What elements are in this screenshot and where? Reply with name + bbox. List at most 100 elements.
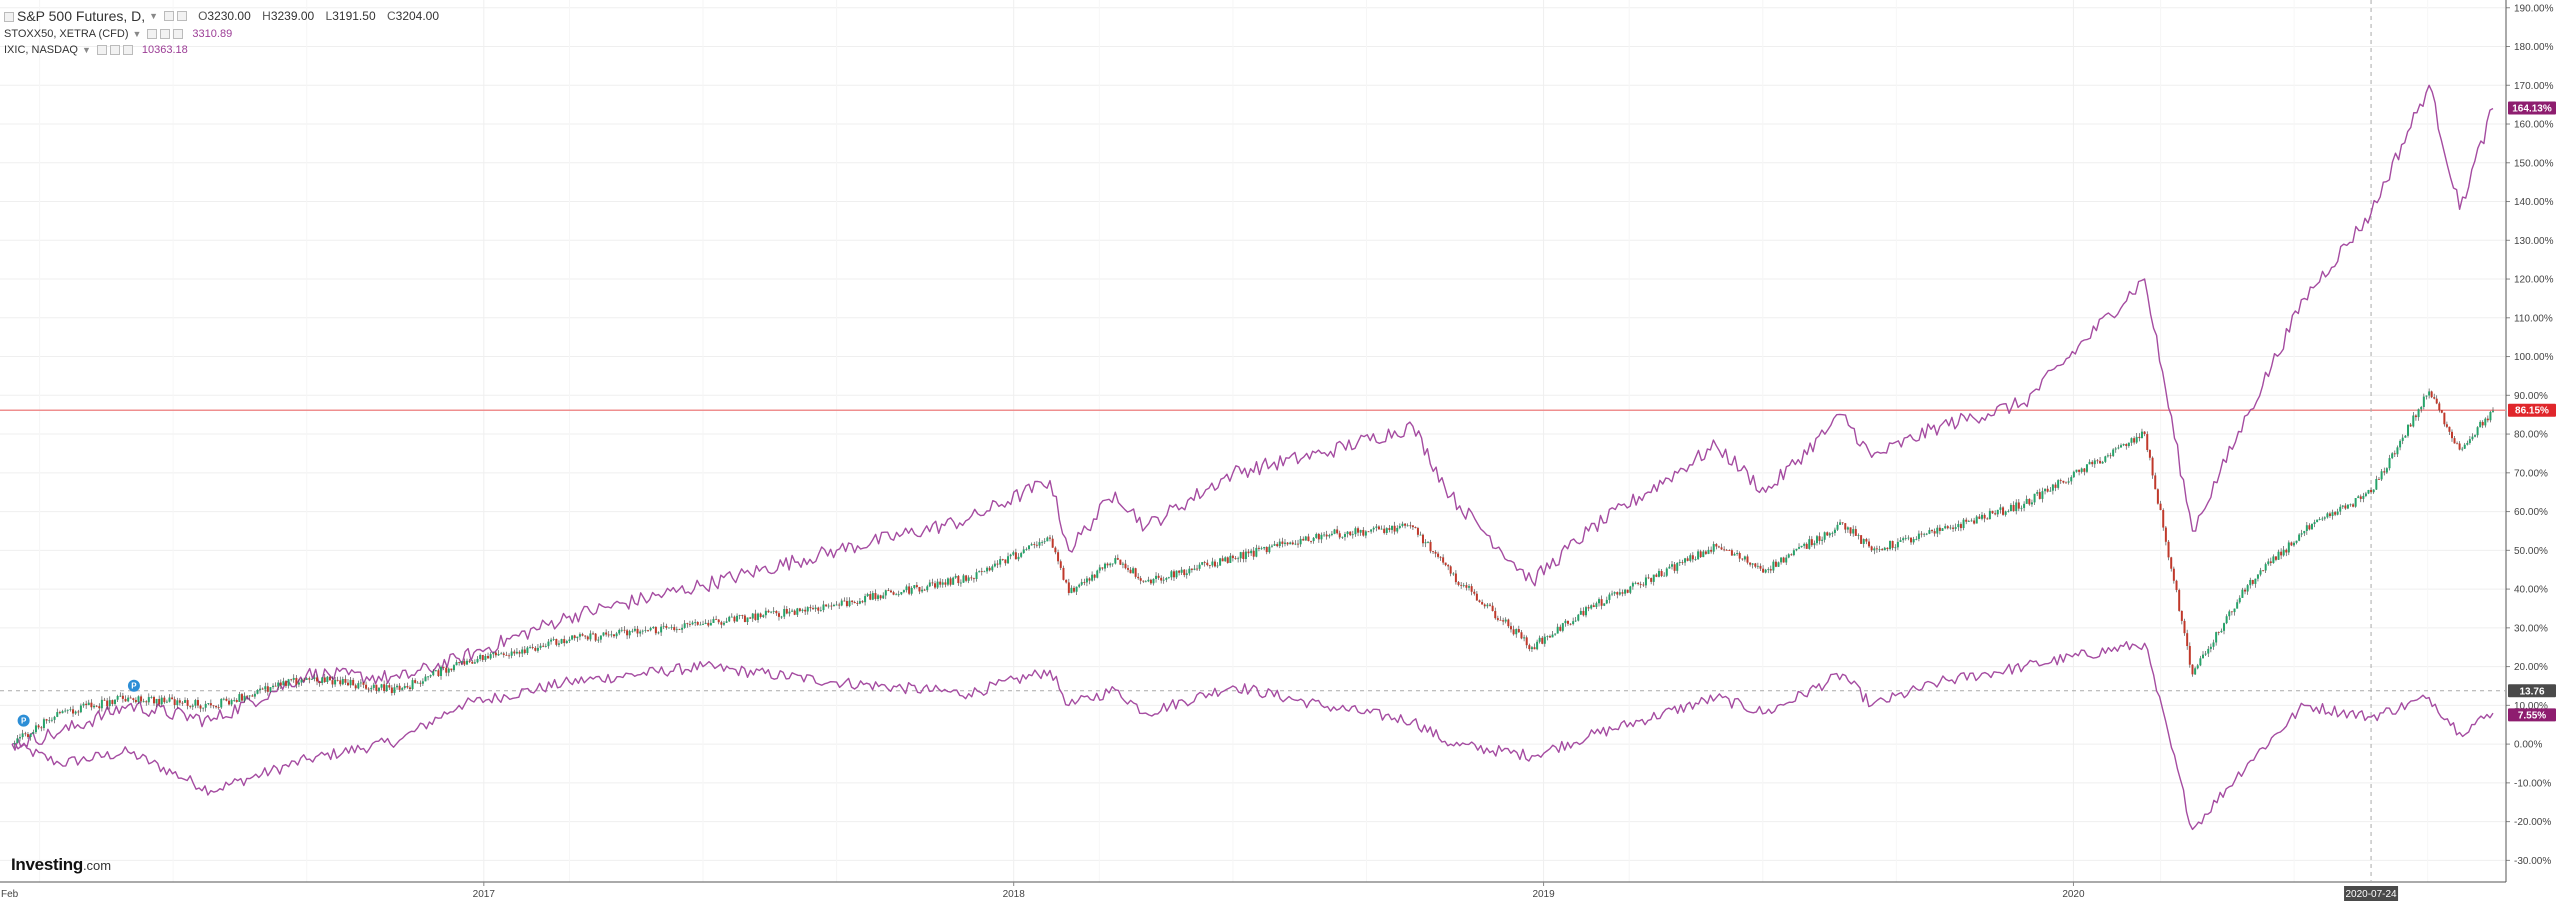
candle-body bbox=[328, 676, 331, 681]
remove-icon[interactable] bbox=[122, 45, 133, 55]
main-symbol-label: S&P 500 Futures, D, bbox=[17, 8, 146, 24]
candle-body bbox=[1910, 537, 1913, 543]
candle-body bbox=[2290, 542, 2293, 546]
candle-body bbox=[944, 582, 947, 585]
remove-icon[interactable] bbox=[173, 29, 184, 39]
candle-body bbox=[72, 709, 75, 714]
candle-body bbox=[2140, 431, 2143, 439]
legend-compare-row-ixic[interactable]: IXIC, NASDAQ ▼ 10363.18 bbox=[4, 42, 439, 58]
candle-body bbox=[359, 682, 362, 684]
price-label-box bbox=[2508, 101, 2556, 115]
candle-body bbox=[427, 676, 430, 678]
candle-body bbox=[1175, 570, 1178, 578]
candle-body bbox=[2440, 410, 2443, 413]
candle-body bbox=[1260, 548, 1263, 550]
candle-body bbox=[892, 592, 895, 595]
candle-body bbox=[1642, 584, 1645, 586]
chevron-down-icon[interactable]: ▼ bbox=[132, 29, 142, 39]
candle-body bbox=[1912, 539, 1915, 543]
candle-body bbox=[13, 743, 16, 745]
candle-body bbox=[1595, 603, 1598, 608]
candle-body bbox=[26, 734, 29, 737]
candle-body bbox=[840, 600, 843, 606]
candle-body bbox=[1865, 539, 1868, 542]
candle-body bbox=[1419, 534, 1422, 536]
candle-body bbox=[941, 582, 944, 585]
candle-body bbox=[1033, 544, 1036, 545]
event-marker[interactable] bbox=[17, 714, 30, 727]
candle-body bbox=[1694, 559, 1697, 560]
candle-body bbox=[1792, 550, 1795, 556]
candle-body bbox=[326, 676, 329, 683]
candle-body bbox=[100, 699, 103, 709]
candle-body bbox=[429, 675, 432, 677]
chevron-down-icon[interactable]: ▼ bbox=[149, 11, 159, 21]
candle-body bbox=[411, 680, 414, 690]
candle-body bbox=[1129, 569, 1132, 574]
candle-body bbox=[1098, 567, 1101, 571]
visibility-toggle-icon[interactable] bbox=[164, 11, 175, 21]
candle-body bbox=[452, 665, 455, 671]
candle-body bbox=[1585, 607, 1588, 616]
candle-body bbox=[1952, 527, 1955, 529]
candle-body bbox=[137, 696, 140, 703]
candle-body bbox=[225, 698, 228, 701]
legend-compare-row-stoxx[interactable]: STOXX50, XETRA (CFD) ▼ 3310.89 bbox=[4, 26, 439, 42]
candle-body bbox=[1769, 569, 1772, 571]
candle-body bbox=[1650, 578, 1653, 582]
candle-body bbox=[1465, 585, 1468, 588]
candle-body bbox=[272, 685, 275, 688]
settings-icon[interactable] bbox=[109, 45, 120, 55]
price-label-box bbox=[2508, 403, 2556, 417]
chevron-down-icon[interactable]: ▼ bbox=[81, 45, 91, 55]
candle-body bbox=[633, 628, 636, 631]
candle-body bbox=[243, 695, 246, 701]
visibility-toggle-icon[interactable] bbox=[147, 29, 158, 39]
candle-body bbox=[248, 695, 251, 697]
candle-body bbox=[323, 677, 326, 683]
candle-body bbox=[2346, 504, 2349, 509]
candle-body bbox=[1188, 568, 1191, 574]
candle-body bbox=[2159, 503, 2162, 511]
candle-body bbox=[1957, 524, 1960, 528]
candle-body bbox=[1704, 551, 1707, 554]
candle-body bbox=[1488, 604, 1491, 606]
settings-icon[interactable] bbox=[177, 11, 188, 21]
candle-body bbox=[767, 610, 770, 613]
candle-body bbox=[647, 629, 650, 631]
candle-body bbox=[1886, 547, 1889, 550]
candle-body bbox=[2251, 580, 2254, 584]
candle-body bbox=[1317, 533, 1320, 540]
collapse-icon[interactable] bbox=[4, 12, 14, 22]
candle-body bbox=[2316, 519, 2319, 523]
candle-body bbox=[780, 616, 783, 618]
candle-body bbox=[2489, 411, 2492, 421]
candle-body bbox=[416, 682, 419, 684]
candle-body bbox=[681, 627, 684, 630]
candle-body bbox=[331, 680, 334, 685]
candle-body bbox=[1733, 553, 1736, 556]
candle-body bbox=[1351, 534, 1354, 536]
candle-body bbox=[2133, 438, 2136, 443]
candle-body bbox=[1144, 581, 1147, 583]
candle-body bbox=[825, 604, 828, 607]
candle-body bbox=[2259, 570, 2262, 575]
candle-body bbox=[1263, 546, 1266, 549]
candle-body bbox=[1931, 530, 1934, 532]
event-marker[interactable] bbox=[127, 679, 140, 692]
candle-body bbox=[2154, 475, 2157, 490]
candle-body bbox=[1201, 562, 1204, 565]
candle-body bbox=[1132, 568, 1135, 574]
candle-body bbox=[1152, 578, 1155, 584]
candle-body bbox=[1520, 632, 1523, 639]
visibility-toggle-icon[interactable] bbox=[96, 45, 107, 55]
candle-body bbox=[365, 684, 368, 689]
candle-body bbox=[2170, 557, 2173, 569]
legend-main-row[interactable]: S&P 500 Futures, D, ▼ O3230.00 H3239.00 … bbox=[4, 6, 439, 26]
y-tick-label: 80.00% bbox=[2514, 430, 2548, 441]
close-value: C3204.00 bbox=[386, 9, 440, 23]
candle-body bbox=[2352, 504, 2355, 507]
settings-icon[interactable] bbox=[160, 29, 171, 39]
